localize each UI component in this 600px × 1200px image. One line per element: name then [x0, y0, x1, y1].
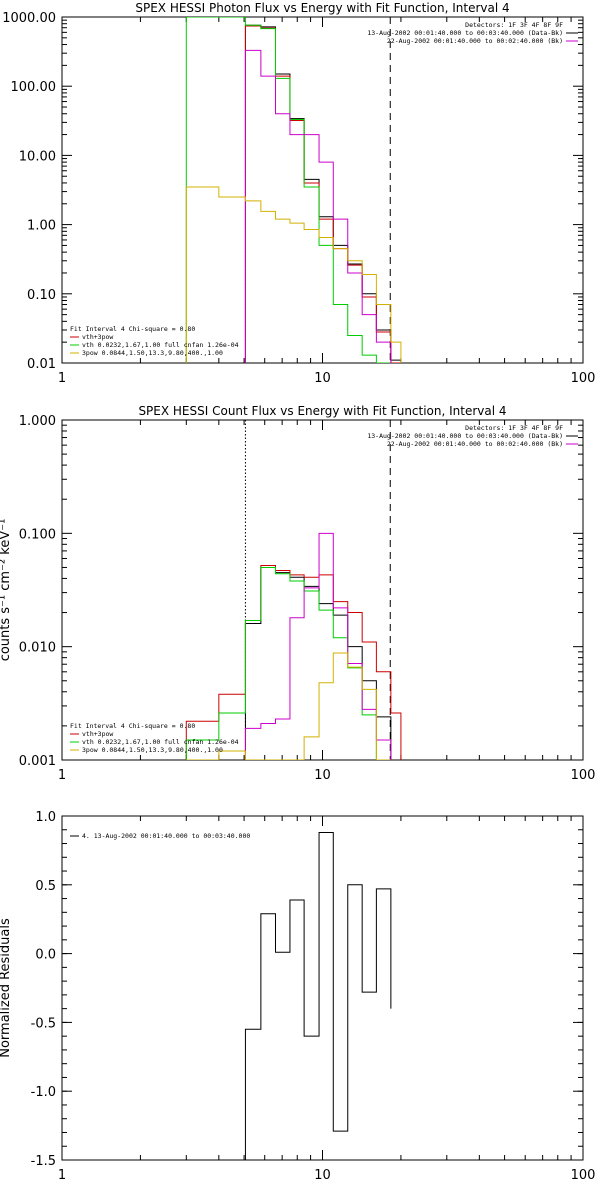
x-tick-label: 1 [58, 1168, 66, 1183]
legend-entry: Fit Interval 4 Chi-square = 0.80 [70, 325, 195, 333]
series-line-4 [244, 49, 392, 363]
x-tick-label: 10 [314, 371, 331, 386]
series-line-2 [244, 25, 401, 363]
y-tick-label: -0.5 [31, 1016, 56, 1031]
y-tick-label: 1.0 [35, 810, 56, 825]
series-line-3 [185, 17, 391, 363]
x-tick-label: 100 [571, 1168, 596, 1183]
plot-frame [61, 815, 584, 1161]
legend-entry: 3pow 0.0844,1.50,13.3,9.80,400.,1.00 [82, 349, 223, 357]
series-line-4 [244, 532, 392, 760]
y-tick-label: 0.5 [35, 879, 56, 894]
x-tick-label: 100 [571, 371, 596, 386]
series-line-1 [244, 832, 392, 1160]
legend-entry: vth 0.0232,1.67,1.00 full cnfan 1.26e-04 [82, 341, 239, 349]
y-tick-label: 0.0 [35, 948, 56, 963]
y-tick-label: 0.10 [27, 288, 56, 303]
header-line: Detectors: 1F 3F 4F 8F 9F [465, 424, 563, 432]
y-tick-label: 0.001 [19, 754, 56, 769]
plot-frame [61, 419, 584, 761]
header-line: 13-Aug-2002 00:01:40.000 to 00:03:40.000… [367, 29, 563, 37]
y-tick-label: 10.00 [19, 149, 56, 164]
y-axis-label: Normalized Residuals [0, 918, 13, 1058]
chart-panel-1: SPEX HESSI Photon Flux vs Energy with Fi… [2, 1, 595, 386]
legend-entry: 4. 13-Aug-2002 00:01:40.000 to 00:03:40.… [82, 832, 250, 840]
y-axis-label: counts s⁻¹ cm⁻² keV⁻¹ [0, 519, 13, 662]
series-group [185, 532, 402, 760]
chart-panel-2: SPEX HESSI Count Flux vs Energy with Fit… [0, 404, 595, 783]
legend-entry: vth 0.0232,1.67,1.00 full cnfan 1.26e-04 [82, 738, 239, 746]
x-tick-label: 10 [314, 768, 331, 783]
plot-frame [61, 16, 584, 364]
series-line-5 [185, 186, 402, 363]
x-tick-label: 100 [571, 768, 596, 783]
chart-panel-3: Normalized Residuals 1 10 100 -1.5 -1.0 -0.5 0.… [0, 810, 595, 1183]
y-tick-label: 1000.00 [2, 11, 56, 26]
header-line: 13-Aug-2002 00:01:40.000 to 00:03:40.000… [367, 432, 563, 440]
x-tick-label: 10 [314, 1168, 331, 1183]
y-tick-label: -1.5 [31, 1154, 56, 1169]
header-line: Detectors: 1F 3F 4F 8F 9F [465, 21, 563, 29]
y-tick-label: 0.010 [19, 641, 56, 656]
y-tick-label: 0.01 [27, 357, 56, 372]
series-group [244, 832, 392, 1160]
legend-entry: 3pow 0.0844,1.50,13.3,9.80,400.,1.00 [82, 746, 223, 754]
legend-entry: vth+3pow [82, 730, 113, 738]
chart-title: SPEX HESSI Photon Flux vs Energy with Fi… [135, 1, 509, 15]
y-tick-label: 1.000 [19, 414, 56, 429]
x-tick-label: 1 [58, 371, 66, 386]
legend-entry: Fit Interval 4 Chi-square = 0.80 [70, 722, 195, 730]
series-group [185, 17, 402, 363]
header-line: 22-Aug-2002 00:01:40.000 to 00:02:40.000… [387, 440, 563, 448]
chart-title: SPEX HESSI Count Flux vs Energy with Fit… [138, 404, 506, 418]
series-line-5 [186, 652, 391, 760]
header-line: 22-Aug-2002 00:01:40.000 to 00:02:40.000… [387, 37, 563, 45]
legend-entry: vth+3pow [82, 333, 113, 341]
y-tick-label: -1.0 [31, 1085, 56, 1100]
y-tick-label: 1.00 [27, 219, 56, 234]
y-tick-label: 0.100 [19, 527, 56, 542]
series-line-1 [244, 24, 402, 363]
x-tick-label: 1 [58, 768, 66, 783]
series-line-1 [244, 566, 401, 760]
y-tick-label: 100.00 [11, 80, 57, 95]
